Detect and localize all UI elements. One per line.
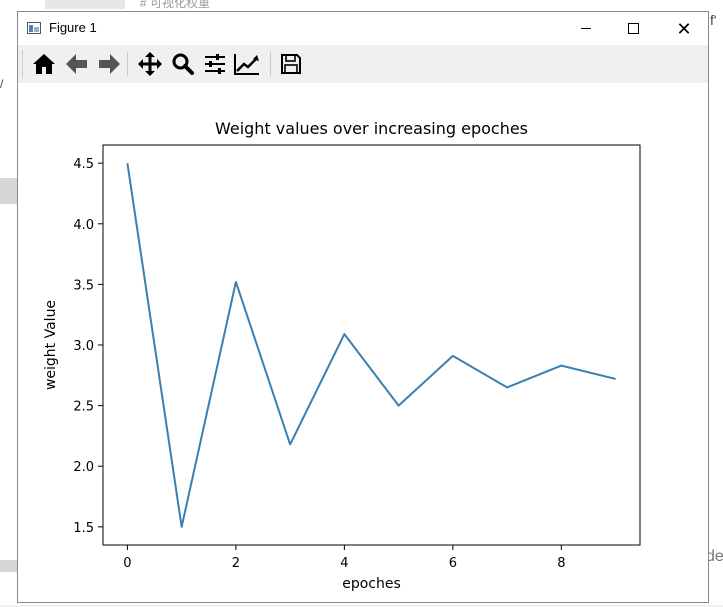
x-tick-label: 4 (340, 556, 348, 571)
series-line (127, 163, 615, 527)
back-button[interactable] (63, 51, 91, 77)
y-axis-label: weight Value (43, 300, 59, 390)
zoom-icon (171, 52, 195, 76)
subplots-icon (203, 52, 227, 76)
forward-button[interactable] (95, 51, 123, 77)
figure-canvas[interactable]: Weight values over increasing epoches 0 2 4… (18, 83, 708, 602)
save-button[interactable] (277, 51, 305, 77)
background-right-text: f' (710, 12, 717, 28)
axes-frame (103, 145, 640, 545)
subplots-button[interactable] (201, 51, 229, 77)
background-editor-gutter (45, 0, 125, 9)
close-icon: ✕ (676, 20, 691, 38)
back-icon (65, 53, 89, 75)
figure-window: Figure 1 ✕ (17, 11, 709, 603)
x-tick-label: 0 (123, 556, 131, 571)
home-icon (32, 53, 56, 75)
y-tick-label: 3.5 (73, 278, 94, 293)
zoom-button[interactable] (169, 51, 197, 77)
y-tick-label: 2.5 (73, 400, 94, 415)
pan-icon (138, 52, 162, 76)
x-tick-label: 6 (449, 556, 457, 571)
toolbar-separator (127, 52, 128, 76)
line-chart: Weight values over increasing epoches 0 2 4… (18, 83, 708, 602)
toolbar-grip[interactable] (22, 51, 26, 77)
minimize-button[interactable] (563, 12, 609, 45)
maximize-button[interactable] (610, 12, 656, 45)
maximize-icon (628, 23, 639, 34)
window-title: Figure 1 (49, 20, 97, 35)
background-editor-text: # 可视化权重 (140, 0, 210, 11)
minimize-icon (581, 28, 591, 29)
home-button[interactable] (30, 51, 58, 77)
y-tick-label: 3.0 (73, 339, 94, 354)
navigation-toolbar (18, 45, 708, 84)
background-panel-block-bottom (0, 560, 18, 572)
x-tick-label: 2 (232, 556, 240, 571)
x-axis-label: epoches (342, 576, 401, 592)
forward-icon (97, 53, 121, 75)
y-tick-label: 4.0 (73, 218, 94, 233)
save-icon (280, 53, 302, 75)
toolbar-separator-2 (270, 52, 271, 76)
title-bar[interactable]: Figure 1 ✕ (18, 12, 708, 45)
y-tick-label: 2.0 (73, 460, 94, 475)
pan-button[interactable] (136, 51, 164, 77)
background-left-text: / (0, 77, 3, 91)
customize-icon (233, 52, 261, 76)
x-tick-label: 8 (557, 556, 565, 571)
close-button[interactable]: ✕ (661, 12, 707, 45)
background-panel-block (0, 178, 18, 204)
y-tick-label: 1.5 (73, 521, 94, 536)
chart-title: Weight values over increasing epoches (215, 119, 528, 138)
y-tick-label: 4.5 (73, 157, 94, 172)
customize-button[interactable] (233, 51, 261, 77)
figure-app-icon (27, 22, 41, 34)
